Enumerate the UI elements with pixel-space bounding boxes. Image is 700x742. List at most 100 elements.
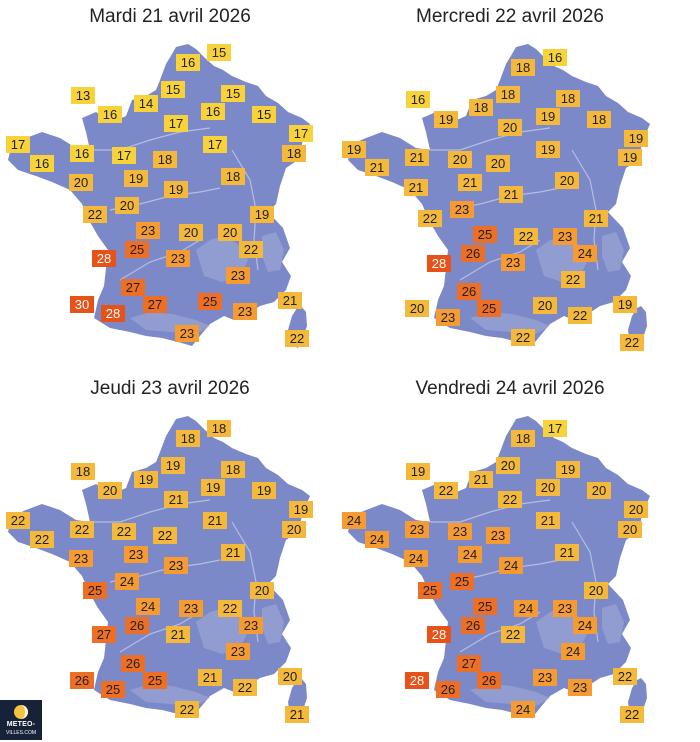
temperature-label: 20 (405, 300, 429, 317)
temperature-label: 26 (125, 617, 149, 634)
temperature-label: 20 (587, 482, 611, 499)
meteo-villes-logo[interactable]: METEO- VILLES.COM (0, 700, 42, 740)
map-panel-thursday: Jeudi 23 avril 2026 18 18 19 18 18 19 19 20 19 21… (0, 372, 340, 742)
temperature-label: 23 (553, 600, 577, 617)
temperature-label: 25 (477, 300, 501, 317)
temperature-label: 19 (556, 461, 580, 478)
temperature-label: 18 (221, 461, 245, 478)
temperature-label: 13 (71, 87, 95, 104)
temperature-label: 23 (124, 546, 148, 563)
temperature-label: 22 (514, 228, 538, 245)
river-line (90, 499, 211, 523)
temperature-label: 15 (207, 44, 231, 61)
temperature-label: 18 (511, 59, 535, 76)
temperature-label: 19 (161, 457, 185, 474)
temperature-label: 21 (405, 149, 429, 166)
temperature-label: 23 (175, 325, 199, 342)
temperature-label: 23 (69, 550, 93, 567)
temperature-label: 20 (618, 521, 642, 538)
temperature-label: 20 (115, 197, 139, 214)
temperature-label: 21 (555, 544, 579, 561)
temperature-label: 22 (613, 668, 637, 685)
temperature-label: 28 (101, 305, 125, 322)
temperature-label: 20 (498, 119, 522, 136)
temperature-label: 16 (176, 54, 200, 71)
temperature-label: 25 (450, 573, 474, 590)
temperature-label: 22 (70, 521, 94, 538)
temperature-label: 22 (498, 491, 522, 508)
temperature-label: 23 (486, 527, 510, 544)
temperature-label: 15 (221, 85, 245, 102)
temperature-label: 18 (71, 463, 95, 480)
mountain-relief (602, 232, 624, 272)
temperature-label: 16 (98, 106, 122, 123)
temperature-label: 19 (342, 141, 366, 158)
temperature-label: 22 (112, 523, 136, 540)
temperature-label: 26 (457, 283, 481, 300)
temperature-label: 15 (161, 81, 185, 98)
temperature-label: 24 (499, 557, 523, 574)
river-line (430, 499, 551, 523)
temperature-label: 25 (83, 582, 107, 599)
temperature-label: 27 (121, 279, 145, 296)
temperature-label: 21 (278, 292, 302, 309)
mountain-relief (602, 604, 624, 644)
temperature-label: 17 (112, 147, 136, 164)
temperature-label: 19 (124, 170, 148, 187)
temperature-label: 18 (282, 145, 306, 162)
temperature-label: 17 (203, 136, 227, 153)
temperature-label: 19 (618, 149, 642, 166)
temperature-label: 19 (252, 482, 276, 499)
temperature-label: 27 (92, 626, 116, 643)
logo-text-line1: METEO- (6, 721, 36, 728)
temperature-label: 23 (568, 679, 592, 696)
temperature-label: 23 (501, 254, 525, 271)
map-title-wednesday: Mercredi 22 avril 2026 (416, 6, 604, 27)
temperature-label: 20 (555, 172, 579, 189)
map-title-friday: Vendredi 24 avril 2026 (415, 378, 605, 399)
temperature-label: 22 (501, 626, 525, 643)
temperature-label: 25 (143, 672, 167, 689)
map-title-tuesday: Mardi 21 avril 2026 (89, 6, 251, 27)
temperature-label: 22 (620, 706, 644, 723)
temperature-label: 20 (624, 501, 648, 518)
temperature-label: 21 (164, 491, 188, 508)
temperature-label: 19 (624, 130, 648, 147)
temperature-label: 21 (404, 179, 428, 196)
temperature-label: 24 (115, 573, 139, 590)
temperature-label: 23 (553, 228, 577, 245)
temperature-label: 26 (70, 672, 94, 689)
temperature-label: 22 (218, 600, 242, 617)
logo-text-line2: VILLES.COM (5, 730, 36, 736)
temperature-label: 22 (30, 531, 54, 548)
temperature-label: 25 (101, 681, 125, 698)
temperature-label: 26 (461, 245, 485, 262)
temperature-label: 20 (250, 582, 274, 599)
temperature-label: 18 (153, 151, 177, 168)
temperature-label: 20 (486, 155, 510, 172)
mountain-relief (196, 608, 248, 654)
mountain-relief (470, 312, 550, 334)
temperature-label: 24 (404, 550, 428, 567)
temperature-label: 18 (469, 99, 493, 116)
temperature-label: 21 (285, 706, 309, 723)
temperature-label: 18 (511, 430, 535, 447)
temperature-label: 15 (252, 106, 276, 123)
temperature-label: 22 (418, 210, 442, 227)
temperature-label: 19 (613, 296, 637, 313)
temperature-label: 18 (587, 111, 611, 128)
temperature-label: 23 (436, 309, 460, 326)
temperature-label: 20 (98, 482, 122, 499)
temperature-label: 24 (365, 531, 389, 548)
sun-moon-icon (14, 705, 28, 719)
temperature-label: 24 (573, 617, 597, 634)
temperature-label: 23 (533, 669, 557, 686)
temperature-label: 26 (436, 681, 460, 698)
temperature-label: 24 (136, 598, 160, 615)
temperature-label: 18 (176, 430, 200, 447)
river-line (90, 127, 211, 151)
temperature-label: 24 (561, 643, 585, 660)
map-panel-wednesday: Mercredi 22 avril 2026 16 18 18 16 18 18 19 19 1… (340, 0, 680, 370)
temperature-label: 24 (458, 546, 482, 563)
river-line (119, 611, 201, 653)
